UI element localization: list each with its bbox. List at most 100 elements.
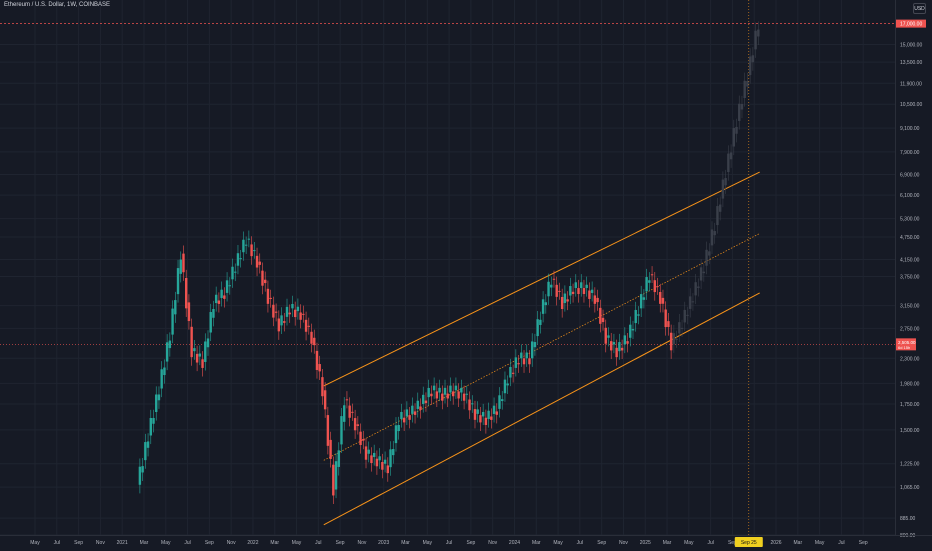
candle [285,306,289,317]
candle [296,306,300,312]
x-tick-label: 2024 [509,540,520,546]
x-tick-label: Mar [663,540,672,546]
time-axis[interactable] [0,535,932,551]
projection-candle [738,103,741,121]
candle [408,415,411,420]
channel-upper [323,171,760,387]
projection-candle [740,103,744,110]
candle [244,244,248,246]
candle [269,297,272,300]
candle [528,358,531,365]
candle [383,459,387,464]
candle [498,395,501,409]
candle [661,297,665,304]
candle [454,385,458,391]
candle [506,383,509,386]
projection-candle [675,338,678,340]
candle [258,261,261,265]
candle [206,338,210,348]
candle [364,446,368,460]
x-tick-label: Jul [315,540,321,546]
candle [359,431,362,446]
price-axis[interactable] [895,0,932,535]
candle [182,253,185,273]
x-tick-label: Nov [96,540,105,546]
candle [599,307,602,324]
x-tick-label: May [292,540,302,546]
y-tick-label: 11,900.00 [900,81,922,87]
candle [419,406,422,410]
x-tick-label: Mar [532,540,541,546]
candle [560,296,564,310]
candle [438,387,441,393]
candle [353,418,357,431]
candle [427,387,430,398]
candle [509,366,512,378]
candle [356,424,360,426]
candle [656,286,659,288]
candle [193,348,196,352]
candle [511,372,515,374]
projection-candle [732,127,735,147]
x-tick-label: Jul [54,540,60,546]
y-tick-label: 13,500.00 [900,60,922,66]
candle [664,309,667,328]
candle [255,255,259,268]
projection-candle [716,206,719,226]
y-tick-label: 2,300.00 [900,356,920,362]
candle [653,280,656,293]
candle [321,377,324,397]
candle [648,280,651,283]
y-tick-label: 800.00 [900,533,916,539]
candle [525,352,528,359]
y-tick-label: 885.00 [900,516,916,522]
candle [413,411,417,415]
candle [645,277,648,292]
candle [217,300,221,304]
x-tick-label: Jul [577,540,583,546]
candle [146,441,150,448]
candle [604,327,607,344]
x-tick-label: Mar [401,540,410,546]
x-tick-label: Sep [597,540,606,546]
x-tick-label: Mar [794,540,803,546]
x-tick-label: 2021 [117,540,128,546]
candle [610,341,613,351]
projection-candle [697,286,700,288]
candle [402,417,406,423]
current-price-label: 2,505.00 [898,340,916,345]
candle [149,417,152,436]
x-tick-label: Sep [466,540,475,546]
x-tick-label: Jul [184,540,190,546]
projection-candle [751,55,755,63]
candle [460,387,463,393]
currency-button[interactable]: USD [913,3,926,14]
y-tick-label: 10,500.00 [900,102,922,108]
candle [250,244,253,257]
y-tick-label: 4,150.00 [900,258,920,264]
candle [247,238,251,240]
x-tick-label: 2026 [770,540,781,546]
projection-candle [708,251,711,256]
candle [323,390,327,410]
projection-candle [721,179,725,199]
candle [152,417,155,424]
candle [225,280,229,293]
candle [171,308,174,335]
candle [261,270,264,286]
candle [138,466,142,485]
x-tick-label: Sep [74,540,83,546]
candle [612,342,616,345]
candle [574,282,577,289]
candle [214,294,218,304]
candle [242,239,245,253]
candle [329,439,332,459]
candle [503,379,507,394]
candle [185,278,188,309]
candle [669,332,673,351]
candle [667,321,670,327]
candle [495,411,498,415]
candle [228,285,231,287]
